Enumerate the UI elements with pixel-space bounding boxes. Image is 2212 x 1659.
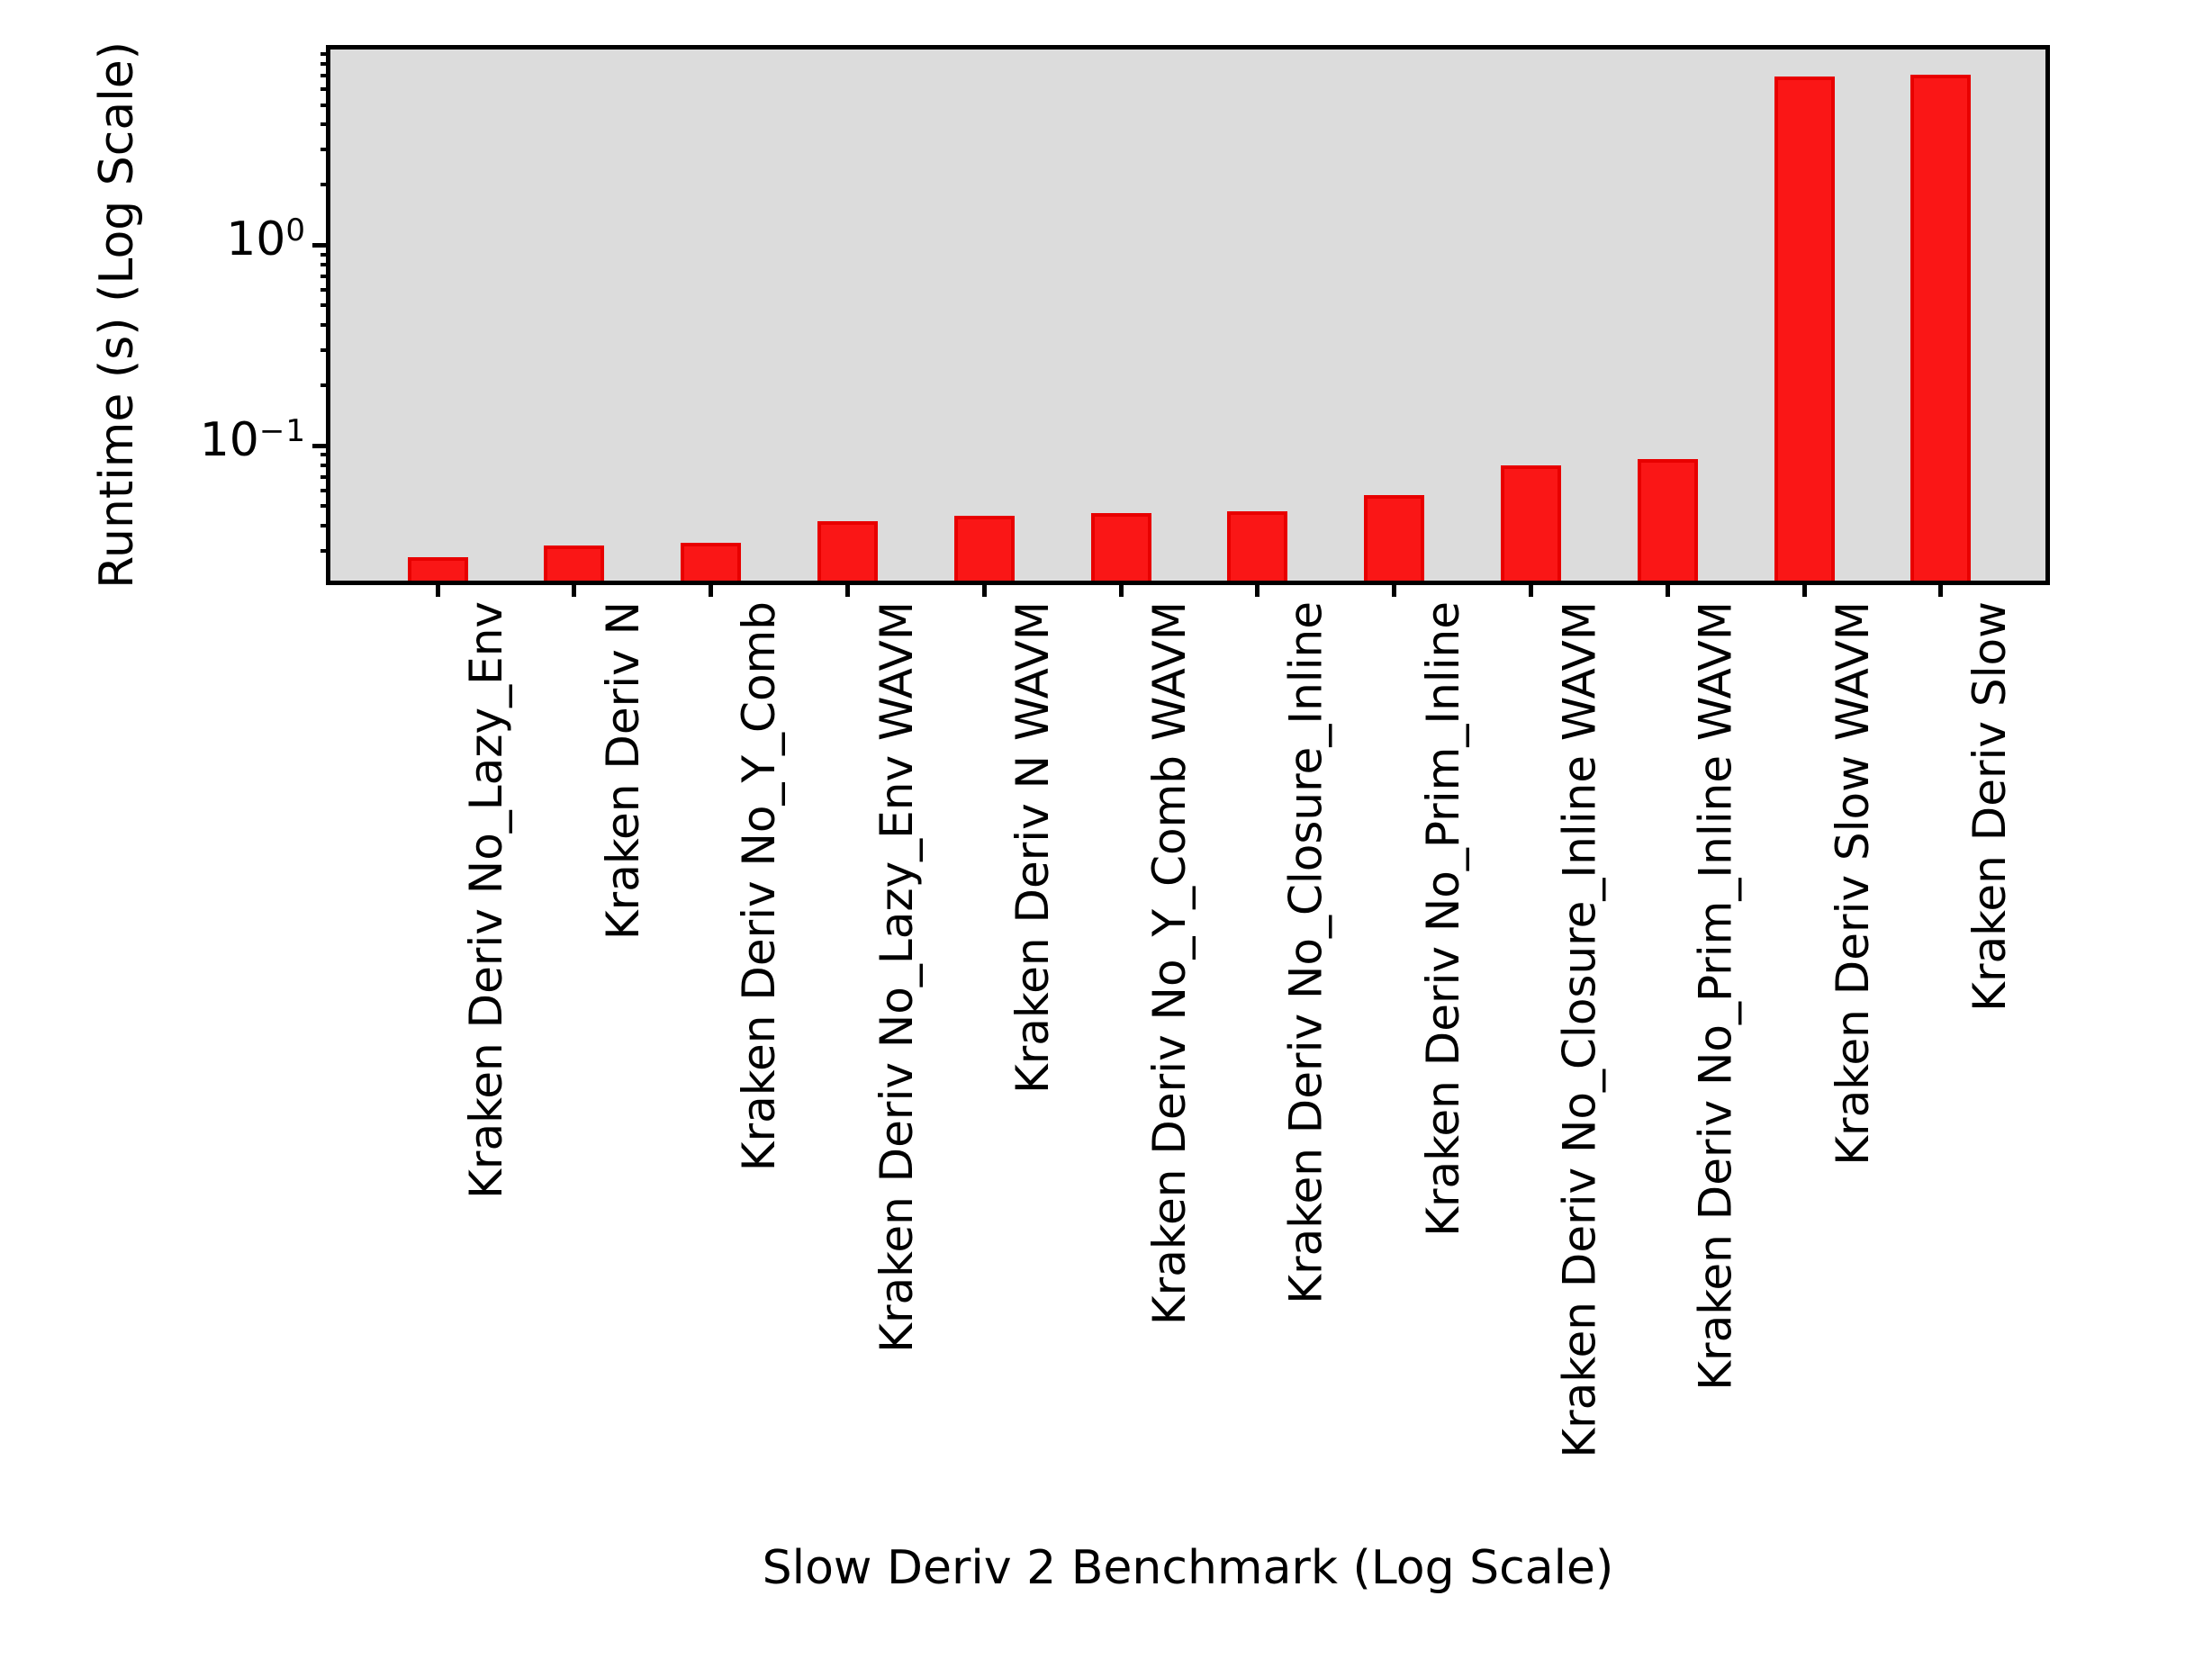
x-tick-label: Kraken Deriv No_Closure_Inline (1279, 601, 1332, 1304)
x-tick-label: Kraken Deriv No_Prim_Inline (1416, 601, 1469, 1237)
y-tick-base: 10 (199, 413, 259, 468)
bar (817, 521, 878, 581)
x-tick-label: Kraken Deriv No_Y_Comb (733, 601, 786, 1172)
x-tick (1938, 581, 1944, 597)
bar (1774, 77, 1835, 581)
y-minor-tick (321, 383, 330, 388)
y-minor-tick (321, 262, 330, 266)
y-minor-tick (321, 474, 330, 479)
y-minor-tick (321, 488, 330, 492)
bar (407, 557, 468, 581)
y-minor-tick (321, 147, 330, 151)
y-minor-tick (321, 523, 330, 527)
y-minor-tick (321, 548, 330, 553)
y-tick-exponent: 0 (285, 212, 306, 249)
x-tick (1665, 581, 1670, 597)
y-minor-tick (321, 103, 330, 107)
x-tick-label: Kraken Deriv Slow WAVM (1827, 601, 1879, 1166)
x-tick (1255, 581, 1260, 597)
bar (1637, 459, 1698, 581)
x-tick (435, 581, 440, 597)
y-major-tick (312, 242, 330, 248)
x-axis-label: Slow Deriv 2 Benchmark (Log Scale) (762, 1541, 1614, 1595)
bar (1090, 513, 1151, 581)
y-minor-tick (321, 287, 330, 292)
x-tick-label: Kraken Deriv No_Lazy_Env (460, 601, 512, 1199)
y-minor-tick (321, 252, 330, 257)
y-minor-tick (321, 463, 330, 467)
x-tick (709, 581, 714, 597)
x-tick (572, 581, 577, 597)
y-minor-tick (321, 51, 330, 56)
y-tick-exponent: −1 (258, 413, 306, 450)
bar (953, 516, 1015, 581)
x-tick-label: Kraken Deriv No_Prim_Inline WAVM (1690, 601, 1743, 1391)
y-axis-label-wrap: Runtime (s) (Log Scale) (90, 0, 144, 630)
bar (1227, 511, 1288, 581)
x-tick (981, 581, 987, 597)
y-tick-label: 100 (226, 214, 306, 265)
y-minor-tick (321, 86, 330, 91)
y-minor-tick (321, 183, 330, 187)
y-tick-base: 10 (226, 212, 286, 267)
y-minor-tick (321, 504, 330, 509)
x-tick-label: Kraken Deriv No_Lazy_Env WAVM (870, 601, 923, 1353)
x-tick (1801, 581, 1807, 597)
bar (544, 545, 605, 581)
bar (1910, 75, 1972, 581)
bar (1364, 495, 1425, 581)
y-axis-label: Runtime (s) (Log Scale) (90, 41, 144, 589)
x-tick-label: Kraken Deriv No_Closure_Inline WAVM (1553, 601, 1606, 1458)
y-tick-label: 10−1 (200, 415, 306, 465)
bar (1500, 465, 1561, 581)
bar (681, 543, 742, 581)
x-tick (844, 581, 850, 597)
y-minor-tick (321, 323, 330, 328)
y-minor-tick (321, 122, 330, 127)
plot-area (326, 45, 2050, 585)
y-minor-tick (321, 73, 330, 77)
x-tick-label: Kraken Deriv Slow (1963, 601, 2016, 1012)
x-tick-label: Kraken Deriv N WAVM (1007, 601, 1060, 1095)
x-tick-label: Kraken Deriv N (596, 601, 649, 941)
y-major-tick (312, 443, 330, 448)
y-minor-tick (321, 62, 330, 67)
y-minor-tick (321, 453, 330, 457)
x-tick-label: Kraken Deriv No_Y_Comb WAVM (1143, 601, 1196, 1326)
x-tick (1118, 581, 1124, 597)
x-tick (1392, 581, 1397, 597)
x-tick (1528, 581, 1533, 597)
y-minor-tick (321, 303, 330, 308)
y-minor-tick (321, 347, 330, 352)
y-minor-tick (321, 274, 330, 278)
